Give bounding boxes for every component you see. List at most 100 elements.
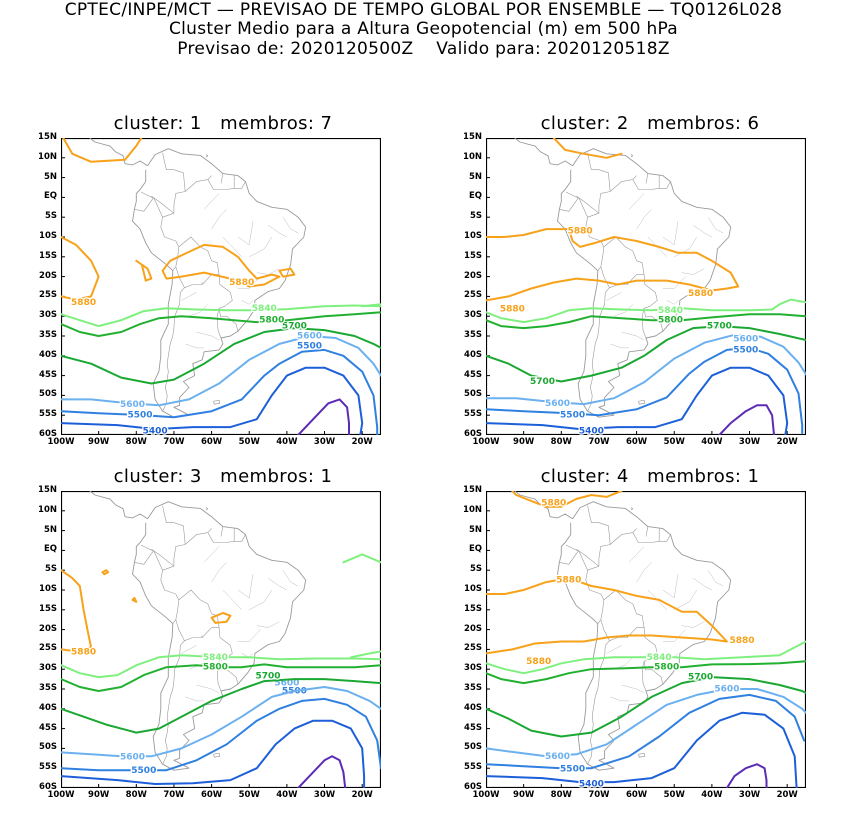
lat-tick-label: 10S — [464, 584, 482, 594]
lat-tick-label: 30S — [464, 310, 482, 321]
contour-label-5400: 5400 — [579, 427, 604, 435]
panel-title: cluster: 2 membros: 6 — [540, 113, 760, 134]
contour-label-5880: 5880 — [500, 305, 525, 315]
contour-line-5840 — [61, 304, 381, 328]
lat-tick-label: 60S — [464, 782, 482, 792]
country-border — [151, 548, 175, 567]
state-border — [628, 193, 645, 210]
panel-title: cluster: 4 membros: 1 — [540, 466, 760, 487]
contour-label-5700: 5700 — [707, 322, 732, 332]
lat-tick-label: EQ — [43, 544, 57, 555]
lat-tick-label: 55S — [464, 409, 482, 420]
lat-tick-label: 10N — [463, 151, 482, 162]
country-border — [603, 589, 664, 685]
lon-tick-label: 50W — [663, 437, 685, 447]
lon-tick-label: 30W — [738, 790, 761, 800]
country-border — [645, 526, 649, 537]
contour-label-5600: 5600 — [297, 332, 322, 342]
country-border — [587, 266, 610, 412]
lat-tick-label: 60S — [464, 429, 482, 439]
country-border — [162, 505, 186, 545]
lon-tick-label: 100W — [472, 437, 500, 447]
lon-tick-label: 70W — [163, 790, 185, 800]
country-border — [241, 534, 246, 542]
country-border — [201, 627, 220, 638]
map-panel-cluster-1: cluster: 1 membros: 7 — [0, 113, 380, 473]
contour-line-5600 — [61, 335, 381, 407]
state-border — [185, 343, 205, 349]
chart-title-line-2: Cluster Medio para a Altura Geopotencial… — [168, 19, 679, 39]
lat-tick-label: 10S — [464, 231, 482, 241]
country-border — [626, 627, 645, 638]
lat-tick-label: 55S — [464, 762, 482, 773]
lon-tick-label: 40W — [701, 790, 723, 800]
state-border — [692, 224, 713, 238]
lat-tick-label: 45S — [464, 722, 482, 733]
lat-tick-label: 25S — [464, 290, 482, 301]
state-border — [621, 684, 645, 694]
contour-line-5880 — [486, 577, 728, 655]
contour-line-5840 — [349, 650, 381, 659]
lon-tick-label: 40W — [701, 437, 723, 447]
lon-tick-label: 50W — [238, 790, 260, 800]
lat-tick-label: 15S — [39, 250, 57, 261]
contour-label-5800: 5800 — [259, 316, 284, 326]
lat-tick-label: 50S — [464, 389, 482, 400]
country-border — [641, 661, 647, 692]
lat-tick-label: EQ — [468, 544, 482, 555]
state-border — [237, 574, 254, 599]
state-border — [181, 645, 197, 654]
lat-tick-label: 15S — [39, 603, 57, 614]
country-border — [576, 548, 600, 567]
lon-tick-label: 90W — [88, 790, 110, 800]
contour-label-5600: 5600 — [120, 400, 145, 410]
contour-line-5500 — [61, 697, 381, 772]
lat-tick-label: 40S — [464, 349, 482, 360]
state-border — [211, 209, 227, 230]
contour-line-5840 — [486, 640, 806, 675]
state-border — [613, 304, 633, 317]
lat-tick-label: EQ — [468, 191, 482, 202]
contour-line-5700 — [61, 678, 381, 734]
contour-label-5880: 5880 — [526, 657, 551, 667]
state-border — [662, 221, 679, 246]
contour-label-5700: 5700 — [256, 671, 281, 681]
country-border — [587, 619, 610, 765]
state-border — [222, 589, 242, 610]
contour-line-5840 — [61, 654, 381, 679]
contour-line-5800 — [486, 660, 806, 685]
lat-tick-label: 5N — [43, 171, 57, 182]
lat-tick-label: 10N — [38, 151, 57, 162]
state-border — [636, 209, 652, 230]
lon-tick-label: 30W — [738, 437, 761, 447]
contour-line-5300 — [297, 755, 347, 788]
country-border — [162, 152, 186, 192]
state-border — [237, 276, 261, 289]
contour-label-5880: 5880 — [71, 298, 96, 308]
lat-tick-label: 15N — [463, 132, 482, 142]
lat-tick-label: 50S — [464, 742, 482, 753]
country-border — [220, 173, 224, 184]
state-border — [636, 562, 652, 583]
lat-tick-label: 25S — [39, 290, 57, 301]
country-border — [216, 308, 222, 339]
lat-tick-label: 25S — [39, 643, 57, 654]
contour-line-5500 — [61, 348, 379, 435]
country-border — [632, 179, 667, 190]
state-border — [282, 217, 299, 234]
country-border — [207, 179, 242, 190]
lat-tick-label: 5N — [468, 524, 482, 535]
country-border — [641, 308, 647, 339]
country-border — [207, 532, 242, 543]
contour-line-5880 — [210, 612, 232, 624]
contour-label-5840: 5840 — [203, 653, 228, 663]
chart-title-line-1: CPTEC/INPE/MCT — PREVISAO DE TEMPO GLOBA… — [64, 0, 783, 20]
country-border — [587, 505, 611, 545]
lat-tick-label: 10S — [39, 231, 57, 241]
contour-line-5840 — [342, 553, 381, 564]
contour-line-5300 — [718, 404, 775, 435]
state-border — [237, 629, 261, 642]
state-border — [181, 292, 197, 301]
contour-label-5600: 5600 — [545, 752, 570, 762]
contour-line-5840 — [361, 303, 381, 308]
